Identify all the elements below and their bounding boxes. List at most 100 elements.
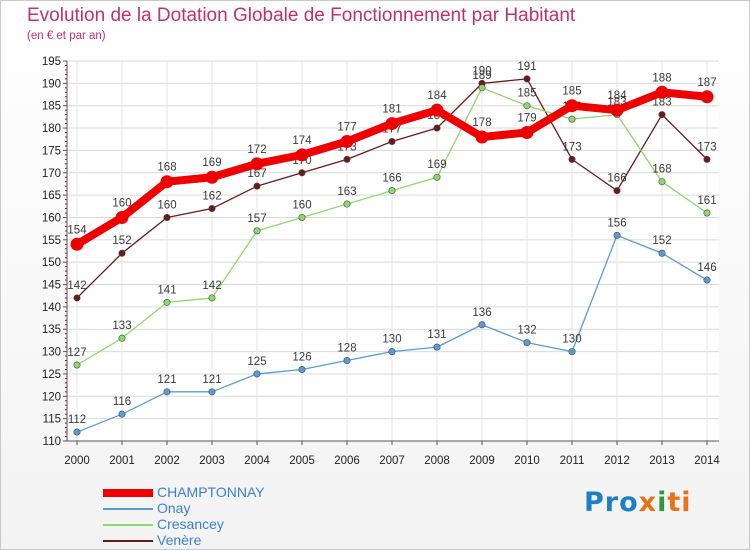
data-label: 130 xyxy=(382,334,401,346)
legend-label: Venère xyxy=(157,532,202,548)
data-label: 168 xyxy=(157,162,176,174)
data-point xyxy=(658,111,666,119)
data-label: 126 xyxy=(292,351,311,363)
y-tick-label: 160 xyxy=(42,212,61,224)
data-point xyxy=(568,115,576,123)
x-tick-label: 2014 xyxy=(694,455,720,467)
data-label: 172 xyxy=(247,144,266,156)
data-label: 157 xyxy=(247,213,266,225)
y-tick-label: 125 xyxy=(42,369,61,381)
data-point xyxy=(475,130,489,144)
data-point xyxy=(70,237,84,251)
legend-swatch xyxy=(103,524,153,526)
data-point xyxy=(253,370,261,378)
data-label: 154 xyxy=(67,224,87,236)
data-point xyxy=(523,102,531,110)
data-point xyxy=(430,103,444,117)
data-point xyxy=(205,170,219,184)
data-label: 169 xyxy=(202,157,221,169)
data-point xyxy=(703,276,711,284)
data-label: 121 xyxy=(202,374,221,386)
x-tick-label: 2003 xyxy=(199,455,225,467)
y-tick-label: 175 xyxy=(42,145,61,157)
data-point xyxy=(523,339,531,347)
data-label: 162 xyxy=(202,191,221,203)
data-point xyxy=(73,428,81,436)
data-point xyxy=(208,205,216,213)
data-point xyxy=(298,365,306,373)
legend-label: CHAMPTONNAY xyxy=(157,484,265,500)
y-tick-label: 130 xyxy=(42,347,61,359)
data-label: 160 xyxy=(292,199,311,211)
proxiti-logo: Proxiti xyxy=(584,487,692,518)
x-tick-label: 2005 xyxy=(289,455,315,467)
data-label: 185 xyxy=(562,86,581,98)
x-tick-label: 2013 xyxy=(649,455,675,467)
y-tick-label: 110 xyxy=(43,436,61,448)
data-label: 166 xyxy=(382,173,401,185)
legend-label: Onay xyxy=(157,500,191,516)
data-point xyxy=(208,294,216,302)
data-point xyxy=(568,348,576,356)
x-tick-label: 2004 xyxy=(244,455,270,467)
data-point xyxy=(658,178,666,186)
data-label: 156 xyxy=(607,217,626,229)
data-point xyxy=(613,231,621,239)
data-point xyxy=(658,249,666,257)
x-tick-label: 2002 xyxy=(154,455,180,467)
data-label: 112 xyxy=(68,414,86,426)
data-point xyxy=(298,169,306,177)
legend-swatch xyxy=(103,540,153,542)
data-label: 187 xyxy=(697,77,716,89)
y-tick-label: 180 xyxy=(42,123,61,135)
x-tick-label: 2006 xyxy=(334,455,360,467)
data-label: 141 xyxy=(157,284,176,296)
data-point xyxy=(610,103,624,117)
data-point xyxy=(115,210,129,224)
data-point xyxy=(433,124,441,132)
y-tick-label: 145 xyxy=(42,280,61,292)
chart-title: Evolution de la Dotation Globale de Fonc… xyxy=(27,5,576,26)
y-tick-label: 140 xyxy=(42,302,61,314)
data-label: 189 xyxy=(472,70,491,82)
y-tick-label: 150 xyxy=(42,257,61,269)
legend-swatch xyxy=(103,489,153,497)
data-point xyxy=(250,157,264,171)
data-point xyxy=(523,75,531,83)
data-label: 160 xyxy=(112,197,131,209)
data-label: 174 xyxy=(292,135,312,147)
y-tick-label: 120 xyxy=(42,391,61,403)
data-label: 190 xyxy=(472,65,491,77)
data-point xyxy=(298,213,306,221)
y-tick-label: 165 xyxy=(42,190,61,202)
legend-swatch xyxy=(103,508,153,510)
data-point xyxy=(163,213,171,221)
data-label: 183 xyxy=(652,97,671,109)
data-point xyxy=(703,209,711,217)
data-label: 161 xyxy=(697,195,716,207)
data-label: 191 xyxy=(517,61,536,73)
data-label: 173 xyxy=(562,141,581,153)
data-label: 167 xyxy=(247,168,266,180)
y-tick-label: 190 xyxy=(42,78,61,90)
data-point xyxy=(700,90,714,104)
data-label: 130 xyxy=(562,334,581,346)
x-tick-label: 2001 xyxy=(109,455,135,467)
data-label: 152 xyxy=(652,235,671,247)
data-label: 166 xyxy=(607,173,626,185)
y-tick-label: 185 xyxy=(42,101,61,113)
data-label: 121 xyxy=(157,374,176,386)
y-tick-label: 170 xyxy=(42,168,61,180)
data-point xyxy=(73,294,81,302)
data-label: 152 xyxy=(112,235,131,247)
data-point xyxy=(568,155,576,163)
data-point xyxy=(478,84,486,92)
y-tick-label: 195 xyxy=(42,56,61,68)
data-label: 163 xyxy=(337,186,356,198)
data-label: 185 xyxy=(517,88,536,100)
data-point xyxy=(160,175,174,189)
data-point xyxy=(433,173,441,181)
chart-subtitle: (en € et par an) xyxy=(27,30,106,42)
data-point xyxy=(343,357,351,365)
